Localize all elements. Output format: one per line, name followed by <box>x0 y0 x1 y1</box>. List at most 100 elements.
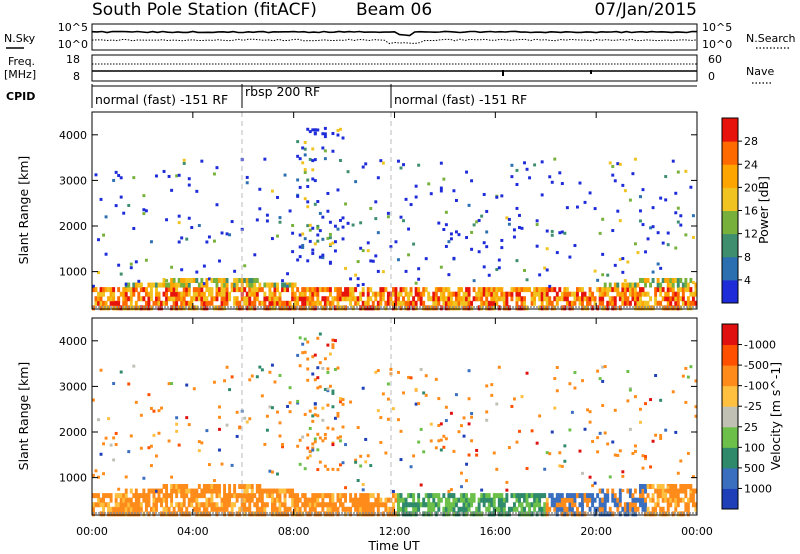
data-cell <box>276 410 279 414</box>
data-cell <box>197 287 201 293</box>
data-cell <box>588 300 592 306</box>
data-cell <box>354 502 358 508</box>
data-cell <box>510 175 514 179</box>
data-cell <box>175 511 179 517</box>
data-cell <box>376 231 380 235</box>
data-cell <box>641 188 645 192</box>
data-cell <box>674 430 678 434</box>
data-cell <box>134 511 138 517</box>
data-cell <box>323 300 327 306</box>
data-cell <box>364 497 368 503</box>
data-cell <box>311 506 315 512</box>
data-cell <box>313 291 317 297</box>
data-cell <box>581 493 584 499</box>
data-cell <box>250 305 254 311</box>
data-cell <box>296 300 300 306</box>
data-cell <box>223 379 227 383</box>
data-cell <box>112 511 116 517</box>
data-cell <box>644 455 647 459</box>
data-cell <box>265 488 269 494</box>
data-cell <box>603 365 607 369</box>
data-cell <box>137 291 141 297</box>
data-cell <box>439 287 443 293</box>
data-cell <box>293 511 297 517</box>
data-cell <box>407 227 411 231</box>
data-cell <box>276 300 279 306</box>
data-cell <box>205 296 209 302</box>
data-cell <box>639 488 642 494</box>
data-cell <box>182 483 186 489</box>
data-cell <box>407 305 411 311</box>
data-cell <box>419 291 423 297</box>
data-cell <box>586 300 590 306</box>
data-cell <box>223 493 227 499</box>
time-axis-label: Time UT <box>367 538 420 553</box>
data-cell <box>303 502 307 508</box>
data-cell <box>654 433 658 437</box>
data-cell <box>278 300 282 306</box>
data-cell <box>558 451 562 455</box>
data-cell <box>233 483 237 489</box>
data-cell <box>679 483 683 489</box>
data-cell <box>139 506 143 512</box>
data-cell <box>417 506 421 512</box>
data-cell <box>142 208 146 212</box>
data-cell <box>633 157 637 161</box>
data-cell <box>379 296 383 302</box>
data-cell <box>147 300 151 306</box>
data-cell <box>104 252 108 256</box>
data-cell <box>379 287 383 293</box>
data-cell <box>467 203 471 207</box>
data-cell <box>167 506 171 512</box>
data-cell <box>273 282 277 288</box>
data-cell <box>646 291 650 297</box>
data-cell <box>679 511 683 517</box>
data-cell <box>681 296 685 302</box>
data-cell <box>510 296 514 302</box>
data-cell <box>681 374 685 378</box>
data-cell <box>296 511 300 517</box>
data-cell <box>245 291 249 297</box>
data-cell <box>149 282 153 288</box>
data-cell <box>391 407 395 411</box>
data-cell <box>308 409 312 413</box>
data-cell <box>321 215 325 219</box>
data-cell <box>520 300 524 306</box>
data-cell <box>336 411 340 415</box>
data-cell <box>313 128 317 132</box>
data-cell <box>686 506 690 512</box>
data-cell <box>190 502 194 508</box>
data-cell <box>565 296 569 302</box>
data-cell <box>457 233 461 237</box>
data-cell <box>591 291 595 297</box>
data-cell <box>364 305 368 311</box>
data-cell <box>523 493 526 499</box>
data-cell <box>129 291 133 297</box>
data-cell <box>132 506 136 512</box>
nsky-trace <box>91 30 698 37</box>
data-cell <box>570 410 574 414</box>
data-cell <box>449 502 453 508</box>
data-cell <box>621 489 625 493</box>
data-cell <box>644 483 647 489</box>
data-cell <box>490 393 494 397</box>
data-cell <box>341 291 345 297</box>
data-cell <box>412 497 416 503</box>
data-cell <box>512 493 516 499</box>
data-cell <box>598 231 602 235</box>
data-cell <box>215 203 219 207</box>
data-cell <box>644 497 647 503</box>
data-cell <box>306 224 310 228</box>
nave-label: Nave <box>746 65 774 78</box>
data-cell <box>132 287 136 293</box>
data-cell <box>311 446 315 450</box>
data-cell <box>137 282 141 288</box>
data-cell <box>119 195 123 199</box>
data-cell <box>223 488 227 494</box>
data-cell <box>223 502 227 508</box>
data-cell <box>644 457 647 461</box>
data-cell <box>616 162 620 166</box>
data-cell <box>644 305 647 311</box>
data-cell <box>414 506 418 512</box>
data-cell <box>129 300 133 306</box>
